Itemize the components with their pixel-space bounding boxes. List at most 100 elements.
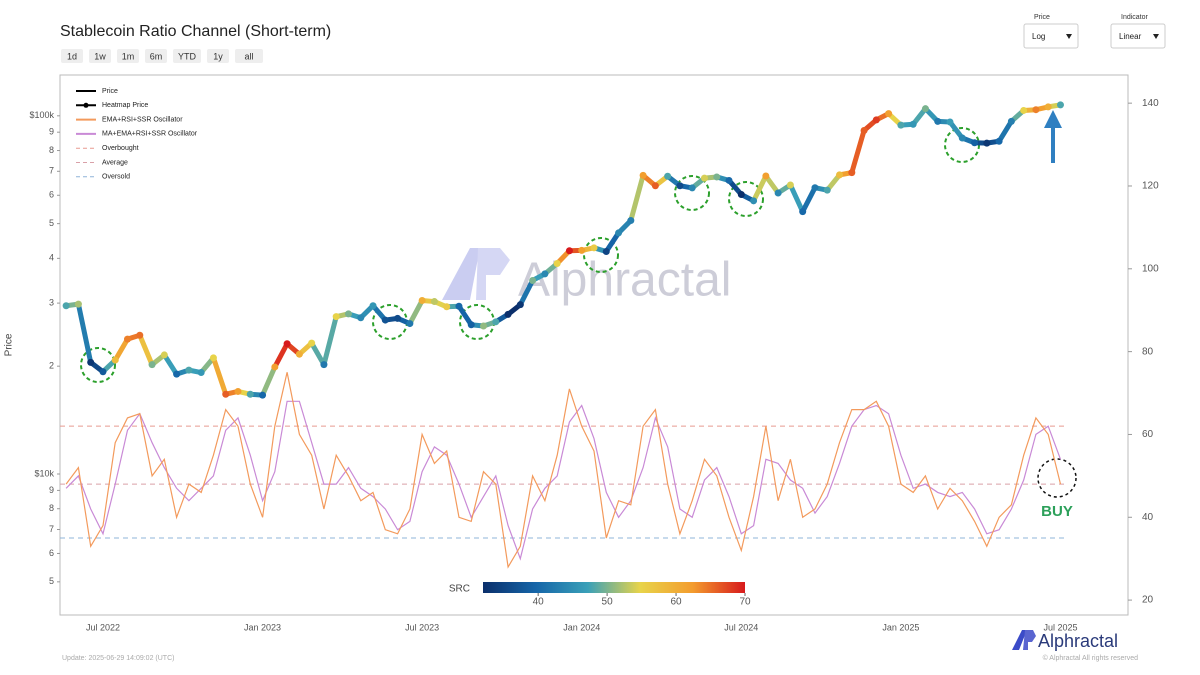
colorbar <box>483 582 745 593</box>
y-tick-label: $100k <box>29 110 54 120</box>
heatmap-point <box>480 322 488 330</box>
chart-title: Stablecoin Ratio Channel (Short-term) <box>60 23 331 40</box>
heatmap-point <box>983 139 991 147</box>
heatmap-point <box>774 189 782 197</box>
heatmap-point <box>246 390 254 398</box>
heatmap-point <box>615 229 623 237</box>
range-button[interactable]: 6m <box>145 49 167 63</box>
y-tick-label: 7 <box>49 166 54 176</box>
heatmap-point <box>283 340 291 348</box>
legend-label: MA+EMA+RSI+SSR Oscillator <box>102 131 198 138</box>
heatmap-segment <box>161 352 180 377</box>
y2-tick-label: 120 <box>1142 181 1159 192</box>
y-tick-label: 6 <box>49 190 54 200</box>
heatmap-segment <box>407 298 425 327</box>
x-tick-label: Jan 2024 <box>563 622 600 632</box>
dropdown-box <box>1110 23 1166 49</box>
dropdown-value: Log <box>1032 32 1045 41</box>
heatmap-segment <box>628 172 646 224</box>
heatmap-point <box>467 321 475 329</box>
dropdown[interactable]: Linear <box>1110 23 1166 49</box>
heatmap-point <box>74 300 82 308</box>
heatmap-point <box>136 331 144 339</box>
heatmap-point <box>99 368 107 376</box>
heatmap-segment <box>112 336 131 363</box>
range-button[interactable]: YTD <box>173 49 201 63</box>
heatmap-point <box>197 369 205 377</box>
heatmap-point <box>308 339 316 347</box>
range-button-label: YTD <box>178 51 197 61</box>
range-button-bg <box>89 49 111 63</box>
range-button-bg <box>61 49 83 63</box>
legend-label: EMA+RSI+SSR Oscillator <box>102 116 183 123</box>
heatmap-point <box>676 182 684 190</box>
heatmap-segment <box>137 332 155 368</box>
heatmap-segment <box>787 182 806 215</box>
range-button[interactable]: 1d <box>61 49 83 63</box>
heatmap-point <box>222 390 230 398</box>
range-button-label: 1y <box>213 51 223 61</box>
heatmap-point <box>750 197 758 205</box>
range-button-label: 6m <box>150 51 163 61</box>
control-label: Indicator <box>1121 14 1149 21</box>
y2-tick-label: 20 <box>1142 595 1154 606</box>
heatmap-point <box>124 335 132 343</box>
y-tick-label: 6 <box>49 548 54 558</box>
heatmap-point <box>627 217 635 225</box>
heatmap-point <box>860 126 868 134</box>
range-button[interactable]: 1y <box>207 49 229 63</box>
heatmap-point <box>725 176 733 184</box>
heatmap-point <box>516 301 524 309</box>
heatmap-point <box>799 208 807 216</box>
dropdown[interactable]: Log <box>1023 23 1079 49</box>
range-button-label: 1d <box>67 51 77 61</box>
legend-label: Heatmap Price <box>102 102 148 109</box>
heatmap-point <box>897 121 905 129</box>
heatmap-point <box>406 320 414 328</box>
heatmap-point <box>885 110 893 118</box>
heatmap-point <box>529 276 537 284</box>
oscillator-line <box>65 372 1062 569</box>
range-button[interactable]: 1w <box>89 49 111 63</box>
dropdown-arrow <box>1066 34 1072 39</box>
heatmap-point <box>1032 106 1040 114</box>
heatmap-point <box>443 303 451 311</box>
heatmap-point <box>578 246 586 254</box>
range-button-bg <box>145 49 167 63</box>
x-tick-label: Jul 2022 <box>86 622 120 632</box>
heatmap-point <box>1007 117 1015 125</box>
dropdown-value: Linear <box>1119 32 1142 41</box>
heatmap-point <box>344 310 352 318</box>
heatmap-point <box>62 302 70 310</box>
watermark-logo <box>442 248 510 300</box>
range-button-label: all <box>244 51 253 61</box>
heatmap-point <box>946 118 954 126</box>
watermark: Alphractal <box>518 254 731 307</box>
heatmap-segment <box>849 127 867 176</box>
heatmap-point <box>332 313 340 321</box>
heatmap-point <box>995 137 1003 145</box>
range-button-label: 1m <box>122 51 135 61</box>
heatmap-point <box>909 120 917 128</box>
y-tick-label: 2 <box>49 361 54 371</box>
range-button[interactable]: all <box>235 49 263 63</box>
y-tick-label: 9 <box>49 127 54 137</box>
brand: Alphractal <box>1038 631 1118 651</box>
x-tick-label: Jul 2024 <box>724 622 758 632</box>
buy-circle <box>1037 458 1077 498</box>
heatmap-segment <box>456 303 474 328</box>
heatmap-segment <box>321 314 339 368</box>
heatmap-point <box>651 182 659 190</box>
heatmap-point <box>111 356 119 364</box>
range-button-bg <box>117 49 139 63</box>
range-button[interactable]: 1m <box>117 49 139 63</box>
heatmap-point <box>688 184 696 192</box>
heatmap-point <box>762 172 770 180</box>
range-button-bg <box>207 49 229 63</box>
heatmap-point <box>541 270 549 278</box>
y-tick-label: 3 <box>49 297 54 307</box>
heatmap-point <box>492 318 500 326</box>
heatmap-segment <box>210 355 229 397</box>
y-tick-label: 9 <box>49 485 54 495</box>
colorbar-tick-label: 40 <box>533 597 545 608</box>
